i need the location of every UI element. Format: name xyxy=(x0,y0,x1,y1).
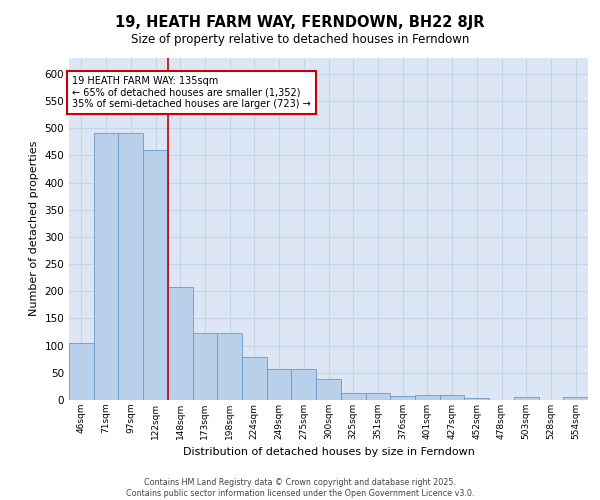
Text: 19, HEATH FARM WAY, FERNDOWN, BH22 8JR: 19, HEATH FARM WAY, FERNDOWN, BH22 8JR xyxy=(115,15,485,30)
Bar xyxy=(267,369,292,400)
Bar xyxy=(143,150,168,400)
Y-axis label: Number of detached properties: Number of detached properties xyxy=(29,141,39,316)
Bar xyxy=(464,398,489,400)
Bar xyxy=(118,132,143,400)
Bar xyxy=(94,132,118,400)
Text: Contains HM Land Registry data © Crown copyright and database right 2025.
Contai: Contains HM Land Registry data © Crown c… xyxy=(126,478,474,498)
Bar xyxy=(365,393,390,400)
Bar xyxy=(69,343,94,400)
Bar xyxy=(168,288,193,400)
Bar xyxy=(514,398,539,400)
Bar xyxy=(563,396,588,400)
Text: 19 HEATH FARM WAY: 135sqm
← 65% of detached houses are smaller (1,352)
35% of se: 19 HEATH FARM WAY: 135sqm ← 65% of detac… xyxy=(72,76,311,109)
Bar xyxy=(316,380,341,400)
Bar xyxy=(217,333,242,400)
X-axis label: Distribution of detached houses by size in Ferndown: Distribution of detached houses by size … xyxy=(182,448,475,458)
Bar xyxy=(193,333,217,400)
Bar xyxy=(415,394,440,400)
Bar xyxy=(242,356,267,400)
Text: Size of property relative to detached houses in Ferndown: Size of property relative to detached ho… xyxy=(131,32,469,46)
Bar xyxy=(440,394,464,400)
Bar xyxy=(292,369,316,400)
Bar xyxy=(390,396,415,400)
Bar xyxy=(341,393,365,400)
